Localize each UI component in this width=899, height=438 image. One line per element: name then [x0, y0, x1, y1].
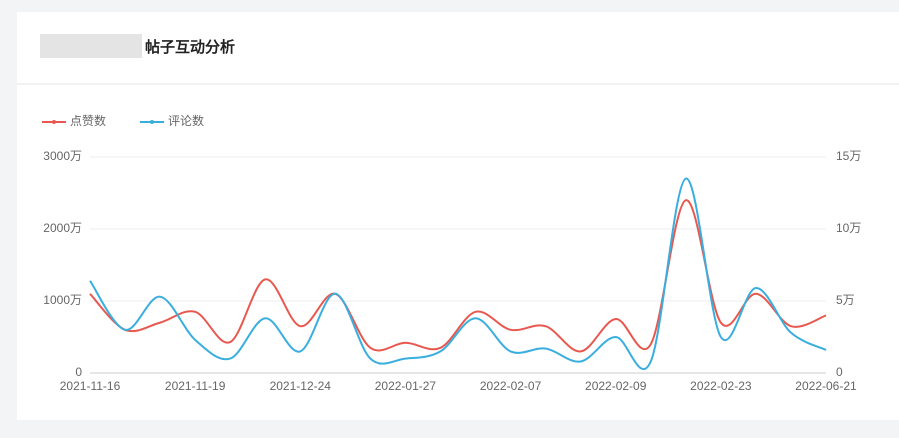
series-line [89, 177, 827, 371]
y-tick-label: 0 [75, 365, 82, 379]
x-tick-label: 2021-11-19 [165, 379, 226, 393]
y2-tick-label: 15万 [836, 149, 861, 163]
x-tick-label: 2021-11-16 [60, 379, 121, 393]
legend-label: 评论数 [168, 113, 204, 128]
y2-tick-label: 5万 [836, 293, 855, 307]
x-tick-label: 2022-02-07 [480, 379, 542, 393]
card [17, 12, 899, 420]
legend-dot [52, 120, 56, 124]
legend-dot [150, 120, 154, 124]
y2-tick-label: 0 [836, 365, 843, 379]
y2-tick-label: 10万 [836, 221, 861, 235]
x-tick-label: 2022-01-27 [375, 379, 437, 393]
x-tick-label: 2022-02-23 [690, 379, 752, 393]
y-tick-label: 1000万 [43, 293, 82, 307]
x-tick-label: 2022-02-09 [585, 379, 647, 393]
chart-title: 帖子互动分析 [145, 38, 235, 56]
x-tick-label: 2022-06-21 [795, 379, 857, 393]
y-tick-label: 3000万 [43, 149, 82, 163]
blurred-name [40, 34, 142, 58]
y-tick-label: 2000万 [43, 221, 82, 235]
legend-label: 点赞数 [70, 113, 106, 128]
x-tick-label: 2021-12-24 [270, 379, 332, 393]
